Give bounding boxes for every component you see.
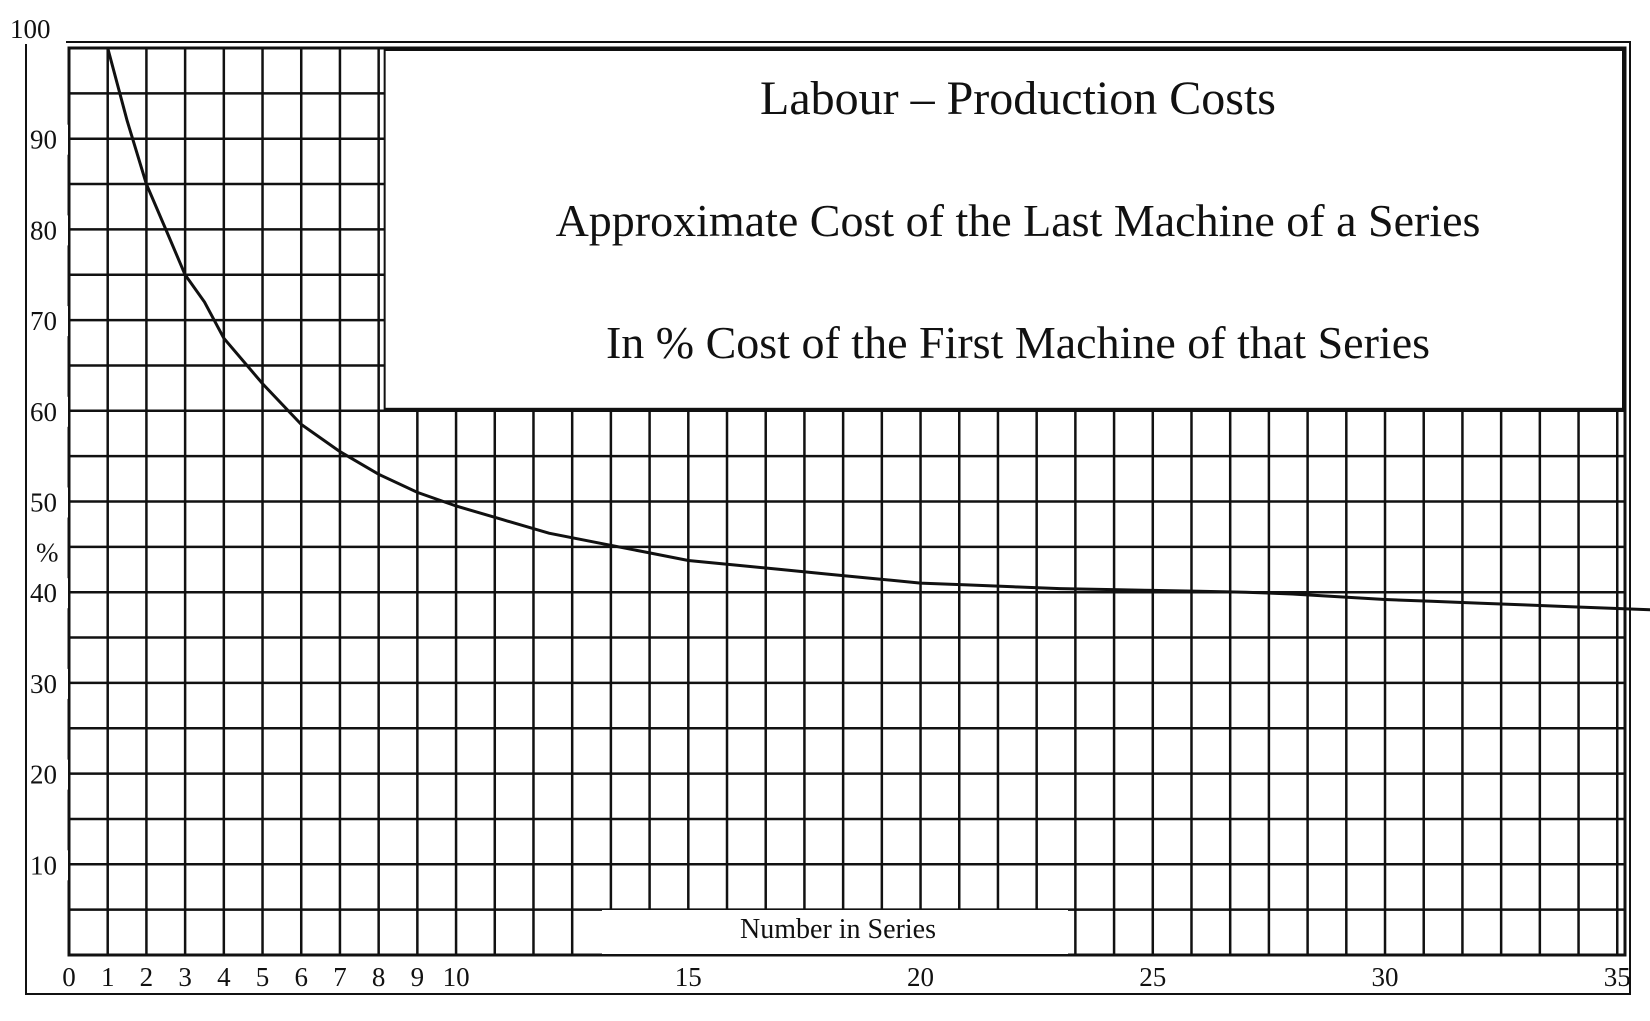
data-point	[873, 577, 875, 580]
y-tick-labels: 10 20 30 40 50 60 70 80 90 100	[8, 14, 68, 881]
data-point	[300, 423, 303, 426]
data-point	[223, 337, 225, 340]
chart-title: Labour – Production Costs	[760, 72, 1276, 125]
x-tick-label: 8	[372, 962, 386, 992]
data-point	[203, 301, 206, 303]
data-point	[501, 518, 504, 521]
data-point	[416, 491, 419, 494]
plot-frame	[67, 46, 1627, 957]
y-tick-label-background	[28, 396, 68, 427]
data-point	[966, 584, 968, 586]
y-tick-label: 30	[30, 669, 57, 699]
x-tick-label: 15	[675, 962, 702, 992]
data-point	[1105, 588, 1108, 591]
outer-frame	[25, 41, 1631, 995]
data-point	[455, 505, 457, 507]
x-tick-label: 7	[333, 962, 347, 992]
x-axis-label: Number in Series	[740, 914, 936, 945]
y-tick-label-background	[28, 850, 68, 881]
data-point	[106, 47, 109, 49]
data-point	[126, 119, 128, 122]
data-point	[145, 183, 148, 185]
data-point	[261, 382, 264, 385]
y-tick-label-background	[28, 215, 68, 246]
x-tick-label: 10	[443, 962, 470, 992]
x-tick-label: 2	[140, 962, 154, 992]
y-tick-label: 50	[30, 488, 57, 518]
x-tick-label: 25	[1139, 962, 1166, 992]
y-tick-label: 60	[30, 397, 57, 427]
y-tick-label-background	[28, 578, 68, 609]
data-point	[594, 541, 597, 544]
data-point	[641, 550, 643, 553]
y-axis-label-box	[30, 524, 66, 559]
data-point	[1477, 602, 1479, 604]
y-tick-label: 20	[30, 760, 57, 790]
y-tick-label: 70	[30, 306, 57, 336]
x-tick-label: 0	[62, 962, 76, 992]
data-point	[1570, 605, 1572, 608]
cost-curve-points	[106, 47, 1619, 610]
data-point	[164, 228, 167, 231]
data-point	[339, 450, 341, 453]
data-point	[1384, 598, 1386, 601]
y-tick-label-background	[28, 306, 68, 337]
data-point	[1616, 607, 1619, 610]
chart-subtitle-line-2: In % Cost of the First Machine of that S…	[606, 317, 1430, 368]
data-point	[184, 273, 186, 276]
x-tick-label: 5	[256, 962, 270, 992]
y-tick-label: 100	[10, 14, 51, 44]
y-tick-label: 90	[30, 125, 57, 155]
y-tick-label-background	[28, 124, 68, 155]
x-axis-label-box	[602, 910, 1068, 954]
data-point	[919, 582, 922, 584]
data-point	[377, 473, 380, 476]
data-point	[1151, 589, 1154, 592]
y-tick-label: 40	[30, 578, 57, 608]
x-tick-label: 35	[1604, 962, 1631, 992]
data-point	[1244, 591, 1247, 593]
data-point	[1012, 585, 1015, 588]
title-box	[383, 49, 1624, 410]
y-tick-label: 80	[30, 215, 57, 245]
y-tick-label: 10	[30, 850, 57, 880]
data-point	[1523, 604, 1526, 606]
x-tick-label: 3	[178, 962, 192, 992]
y-tick-label-background	[8, 14, 66, 44]
data-point	[1059, 587, 1061, 590]
x-tick-labels: 0 1 2 3 4 5 6 7 8 9 10 15 20 25 30 35	[62, 962, 1631, 992]
x-tick-label: 1	[101, 962, 115, 992]
x-tick-label: 4	[217, 962, 231, 992]
data-point	[1198, 590, 1201, 593]
y-tick-label-background	[28, 487, 68, 518]
x-tick-label: 6	[294, 962, 308, 992]
data-point	[548, 532, 550, 535]
x-tick-label: 30	[1372, 962, 1399, 992]
x-tick-label: 9	[411, 962, 425, 992]
data-point	[1337, 595, 1340, 598]
data-point	[1291, 593, 1293, 595]
y-tick-label-background	[28, 668, 68, 699]
y-tick-label-background	[28, 759, 68, 790]
data-point	[687, 559, 690, 562]
data-point	[1430, 600, 1433, 603]
y-axis-label: %	[36, 537, 59, 567]
data-point	[826, 573, 829, 575]
data-point	[733, 564, 736, 566]
data-point	[780, 568, 782, 571]
chart-subtitle-line-1: Approximate Cost of the Last Machine of …	[556, 195, 1481, 246]
x-tick-label: 20	[907, 962, 934, 992]
